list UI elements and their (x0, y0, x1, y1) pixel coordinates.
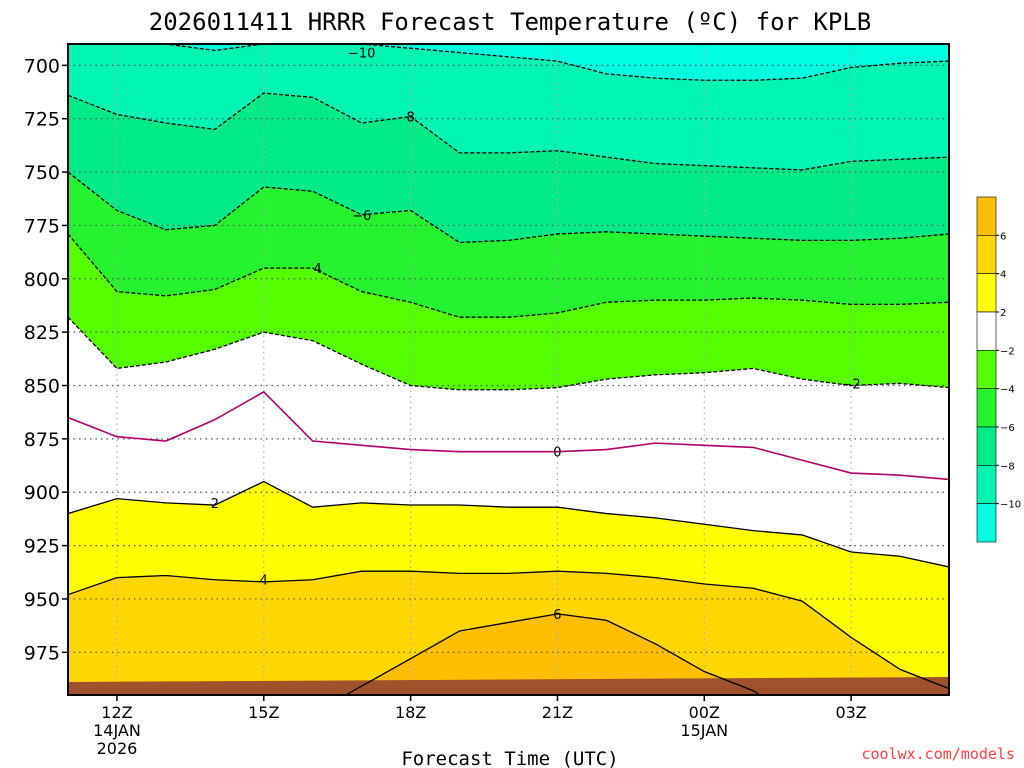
x-tick-label: 15JAN (680, 721, 728, 740)
x-tick-label: 03Z (835, 703, 866, 722)
y-tick-label: 925 (24, 536, 60, 558)
colorbar-label: 2 (1000, 308, 1006, 319)
colorbar-swatch (976, 350, 997, 389)
isotherm-2 (68, 480, 949, 568)
plot-frame (67, 43, 950, 696)
y-tick-label: 900 (24, 482, 60, 504)
y-tick-label: 875 (24, 429, 60, 451)
colorbar-label: −2 (1000, 346, 1015, 357)
colorbar-legend: 6 4 2 −2 −4 −6 −8 −10 (976, 196, 1021, 543)
y-tick-label: 850 (24, 376, 60, 398)
y-tick-label: 725 (24, 109, 60, 131)
isotherm-label-2: 2 (211, 497, 219, 512)
y-tick-label: 775 (24, 215, 60, 237)
isotherm-label--10: −10 (348, 47, 375, 62)
colorbar-label: −4 (1000, 385, 1015, 396)
isotherm--2 (68, 316, 949, 391)
colorbar-label: 4 (1000, 270, 1006, 281)
y-tick-label: 800 (24, 269, 60, 291)
colorbar-label: −8 (1000, 461, 1015, 472)
isotherm-label--8: 8 (406, 111, 414, 126)
isotherm-label-0: 0 (553, 446, 561, 461)
colorbar-swatch (976, 311, 997, 351)
y-axis: 700 725 750 775 800 825 850 875 900 925 950 975 (24, 55, 68, 664)
chart-title: 2026011411 HRRR Forecast Temperature (ºC… (149, 8, 871, 36)
isotherm-label--6: −6 (352, 209, 371, 224)
x-tick-label: 18Z (395, 703, 426, 722)
colorbar-swatch (976, 503, 997, 543)
isotherm-4 (68, 570, 949, 690)
watermark: coolwx.com/models (861, 745, 1015, 763)
isotherm-label--4: 4 (313, 262, 321, 277)
colorbar-swatch (976, 465, 997, 504)
colorbar-swatch (976, 196, 997, 236)
colorbar-label: −6 (1000, 423, 1015, 434)
isotherm--6 (68, 171, 949, 244)
y-tick-label: 825 (24, 322, 60, 344)
isotherm-labels: −10 8 −6 4 −2 0 2 4 6 (211, 47, 861, 623)
x-tick-label: 14JAN (93, 721, 141, 740)
colorbar-swatch (976, 426, 997, 466)
y-tick-label: 975 (24, 642, 60, 664)
isotherm-label-6: 6 (553, 608, 561, 623)
isotherm--4 (68, 233, 949, 318)
x-tick-label: 15Z (248, 703, 279, 722)
x-tick-label: 21Z (542, 703, 573, 722)
y-tick-label: 700 (24, 55, 60, 77)
colorbar-swatch (976, 273, 997, 313)
x-axis-label: Forecast Time (UTC) (401, 748, 618, 768)
isotherm-lines (68, 44, 949, 695)
x-tick-label: 2026 (97, 739, 138, 758)
colorbar-label: 6 (1000, 231, 1006, 242)
x-tick-label: 12Z (101, 703, 132, 722)
isotherm--10 (68, 44, 949, 81)
isotherm-label--2: −2 (842, 377, 861, 392)
isotherm-label-4: 4 (260, 574, 268, 589)
isotherm-0 (68, 390, 949, 481)
colorbar-swatch (976, 388, 997, 428)
fill-band-above-6 (345, 613, 760, 695)
colorbar-label: −10 (1000, 500, 1021, 511)
isotherm-6 (344, 613, 762, 695)
temperature-fill-bands (68, 44, 949, 695)
y-tick-label: 950 (24, 589, 60, 611)
y-tick-label: 750 (24, 162, 60, 184)
colorbar-swatch (976, 235, 997, 274)
x-tick-label: 00Z (689, 703, 720, 722)
isotherm--8 (68, 92, 949, 171)
grid (68, 44, 949, 695)
